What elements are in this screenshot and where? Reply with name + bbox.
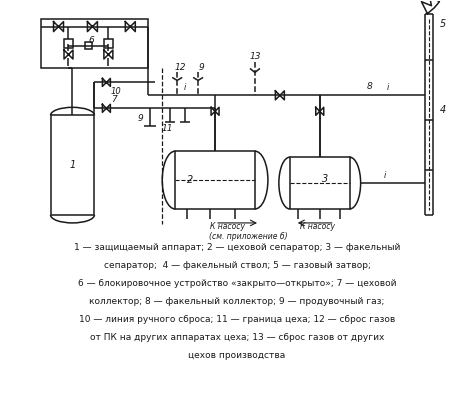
Bar	[85, 42, 92, 49]
Text: К насосу: К насосу	[300, 222, 335, 232]
Text: 3: 3	[322, 174, 328, 184]
Text: 1 — защищаемый аппарат; 2 — цеховой сепаратор; 3 — факельный: 1 — защищаемый аппарат; 2 — цеховой сепа…	[74, 243, 400, 252]
Bar	[290, 157, 350, 209]
Text: 9: 9	[137, 114, 143, 123]
Text: К насосу: К насосу	[210, 222, 245, 232]
Text: 10 — линия ручного сброса; 11 — граница цеха; 12 — сброс газов: 10 — линия ручного сброса; 11 — граница …	[79, 315, 395, 324]
Text: 6: 6	[89, 36, 94, 45]
Text: коллектор; 8 — факельный коллектор; 9 — продувочный газ;: коллектор; 8 — факельный коллектор; 9 — …	[89, 297, 385, 306]
Bar	[64, 39, 73, 48]
Text: 1: 1	[69, 160, 76, 170]
Text: сепаратор;  4 — факельный ствол; 5 — газовый затвор;: сепаратор; 4 — факельный ствол; 5 — газо…	[103, 261, 371, 270]
Text: 11: 11	[162, 124, 173, 133]
Text: от ПК на других аппаратах цеха; 13 — сброс газов от других: от ПК на других аппаратах цеха; 13 — сбр…	[90, 333, 384, 342]
Bar	[41, 19, 148, 68]
Text: 9: 9	[198, 63, 204, 72]
Text: i: i	[383, 170, 386, 180]
Text: 6 — блокировочное устройство «закрыто—открыто»; 7 — цеховой: 6 — блокировочное устройство «закрыто—от…	[78, 279, 396, 288]
Text: 12: 12	[174, 63, 186, 72]
Text: (см. приложение б): (см. приложение б)	[209, 232, 287, 241]
Text: 7: 7	[111, 95, 117, 104]
Text: 13: 13	[249, 52, 261, 61]
Bar	[104, 39, 113, 48]
Bar	[51, 115, 94, 215]
Text: 4: 4	[440, 105, 447, 115]
Text: 8: 8	[367, 82, 373, 91]
Text: цехов производства: цехов производства	[188, 351, 286, 360]
Text: 5: 5	[440, 19, 447, 29]
Text: i: i	[184, 83, 186, 92]
Text: 10: 10	[111, 87, 122, 96]
Bar	[175, 151, 255, 209]
Text: i: i	[386, 83, 389, 92]
Text: 2: 2	[187, 175, 193, 185]
